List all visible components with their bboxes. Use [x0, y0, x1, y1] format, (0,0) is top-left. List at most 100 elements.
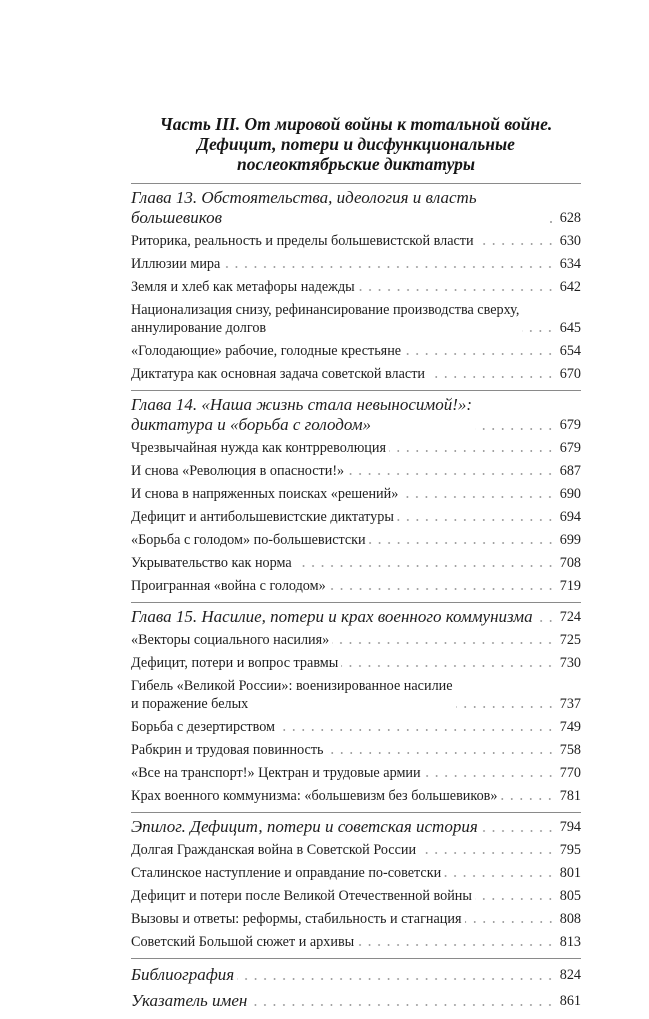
- entry-title-line: И снова в напряженных поисках «решений»: [131, 485, 399, 502]
- toc-entry[interactable]: Гибель «Великой России»: военизированное…: [131, 674, 581, 715]
- entry-title-line: Риторика, реальность и пределы большевис…: [131, 232, 474, 249]
- page-number: 630: [559, 232, 581, 249]
- entry-title: Чрезвычайная нужда как контрреволюция: [131, 439, 386, 457]
- dot-leader: [389, 448, 555, 453]
- dot-leader: [500, 796, 555, 801]
- toc-entry[interactable]: Дефицит и потери после Великой Отечестве…: [131, 884, 581, 907]
- toc-entry[interactable]: Иллюзии мира 634: [131, 252, 581, 275]
- part-title-line: послеоктябрьские диктатуры: [236, 154, 475, 174]
- dot-leader: [347, 471, 555, 476]
- toc-entry[interactable]: Долгая Гражданская война в Советской Рос…: [131, 838, 581, 861]
- entry-title: И снова «Революция в опасности!»: [131, 462, 344, 480]
- page-number: 654: [559, 342, 581, 359]
- page-number: 801: [559, 864, 581, 881]
- dot-leader: [357, 287, 555, 292]
- dot-leader: [401, 494, 555, 499]
- toc-entry[interactable]: И снова «Революция в опасности!» 687: [131, 459, 581, 482]
- page-number: 719: [559, 577, 581, 594]
- dot-leader: [535, 619, 555, 623]
- toc-entry[interactable]: Советский Большой сюжет и архивы 813: [131, 930, 581, 953]
- page-number: 795: [559, 841, 581, 858]
- page-number: 813: [559, 933, 581, 950]
- entry-title-line: Сталинское наступление и оправдание по-с…: [131, 864, 442, 881]
- entry-title-line: диктатура и «борьба с голодом»: [131, 415, 372, 434]
- chapter-heading[interactable]: Эпилог. Дефицит, потери и советская исто…: [131, 816, 581, 838]
- entry-title: Дефицит и антибольшевистские диктатуры: [131, 508, 394, 526]
- dot-leader: [423, 773, 555, 778]
- entry-title: Глава 15. Насилие, потери и крах военног…: [131, 607, 533, 627]
- toc-entry[interactable]: Укрывательство как норма 708: [131, 551, 581, 574]
- back-matter-entry[interactable]: Библиография 824: [131, 962, 581, 988]
- entry-title-line: Вызовы и ответы: реформы, стабильность и…: [131, 910, 462, 927]
- chapter-heading[interactable]: Глава 15. Насилие, потери и крах военног…: [131, 606, 581, 628]
- dot-leader: [522, 328, 555, 333]
- page-number: 737: [559, 695, 581, 712]
- entry-title: Библиография: [131, 965, 234, 985]
- entry-title-line: и поражение белых: [131, 695, 249, 712]
- table-of-contents: Часть III. От мировой войны к тотальной …: [131, 114, 581, 1019]
- toc-entry[interactable]: И снова в напряженных поисках «решений» 6…: [131, 482, 581, 505]
- page-number: 694: [559, 508, 581, 525]
- dot-leader: [545, 220, 555, 224]
- toc-entry[interactable]: «Голодающие» рабочие, голодные крестьяне…: [131, 339, 581, 362]
- dot-leader: [464, 919, 555, 924]
- entry-title-line: Советский Большой сюжет и архивы: [131, 933, 355, 950]
- page-number: 861: [559, 993, 581, 1009]
- toc-entry[interactable]: Чрезвычайная нужда как контрреволюция 679: [131, 436, 581, 459]
- page-number: 730: [559, 654, 581, 671]
- entry-title: Укрывательство как норма: [131, 554, 292, 572]
- entry-title-line: аннулирование долгов: [131, 319, 267, 336]
- page-number: 699: [559, 531, 581, 548]
- dot-leader: [419, 850, 555, 855]
- back-matter-entry[interactable]: Указатель имен 861: [131, 988, 581, 1014]
- toc-entry[interactable]: Национализация снизу, рефинансирование п…: [131, 298, 581, 339]
- toc-entry[interactable]: Риторика, реальность и пределы большевис…: [131, 229, 581, 252]
- toc-entry[interactable]: «Борьба с голодом» по-большевистски 699: [131, 528, 581, 551]
- toc-entry[interactable]: Вызовы и ответы: реформы, стабильность и…: [131, 907, 581, 930]
- chapter-heading[interactable]: Глава 14. «Наша жизнь стала невыносимой!…: [131, 394, 581, 436]
- sections: Глава 13. Обстоятельства, идеология и вл…: [131, 183, 581, 1014]
- page-number: 679: [559, 439, 581, 456]
- toc-section: Глава 15. Насилие, потери и крах военног…: [131, 602, 581, 807]
- toc-entry[interactable]: Диктатура как основная задача советской …: [131, 362, 581, 385]
- entry-title-line: «Все на транспорт!» Цектран и трудовые а…: [131, 764, 421, 781]
- entry-title-line: Дефицит, потери и вопрос травмы: [131, 654, 339, 671]
- toc-entry[interactable]: «Векторы социального насилия» 725: [131, 628, 581, 651]
- toc-back-matter: Библиография 824 Указатель имен 861: [131, 958, 581, 1014]
- page-number: 628: [559, 210, 581, 226]
- entry-title: Указатель имен: [131, 991, 247, 1011]
- entry-title: «Все на транспорт!» Цектран и трудовые а…: [131, 764, 421, 782]
- entry-title-line: Рабкрин и трудовая повинность: [131, 741, 324, 758]
- entry-title: «Векторы социального насилия»: [131, 631, 329, 649]
- toc-entry[interactable]: Крах военного коммунизма: «большевизм бе…: [131, 784, 581, 807]
- entry-title-line: Диктатура как основная задача советской …: [131, 365, 426, 382]
- entry-title-line: «Векторы социального насилия»: [131, 631, 330, 648]
- toc-entry[interactable]: Проигранная «война с голодом» 719: [131, 574, 581, 597]
- entry-title: Дефицит и потери после Великой Отечестве…: [131, 887, 472, 905]
- dot-leader: [396, 517, 555, 522]
- entry-title: Долгая Гражданская война в Советской Рос…: [131, 841, 416, 859]
- chapter-heading[interactable]: Глава 13. Обстоятельства, идеология и вл…: [131, 187, 581, 229]
- dot-leader: [444, 873, 555, 878]
- entry-title-line: Земля и хлеб как метафоры надежды: [131, 278, 355, 295]
- entry-title-line: Иллюзии мира: [131, 255, 221, 272]
- page-number: 749: [559, 718, 581, 735]
- toc-entry[interactable]: Сталинское наступление и оправдание по-с…: [131, 861, 581, 884]
- toc-entry[interactable]: Земля и хлеб как метафоры надежды 642: [131, 275, 581, 298]
- entry-title: Земля и хлеб как метафоры надежды: [131, 278, 355, 296]
- part-title-line: Часть III. От мировой войны к тотальной …: [159, 114, 553, 134]
- dot-leader: [326, 750, 555, 755]
- dot-leader: [278, 727, 555, 732]
- entry-title: Сталинское наступление и оправдание по-с…: [131, 864, 441, 882]
- entry-title-line: Борьба с дезертирством: [131, 718, 275, 735]
- dot-leader: [332, 640, 555, 645]
- toc-entry[interactable]: Дефицит и антибольшевистские диктатуры 69…: [131, 505, 581, 528]
- toc-entry[interactable]: «Все на транспорт!» Цектран и трудовые а…: [131, 761, 581, 784]
- page-number: 690: [559, 485, 581, 502]
- toc-entry[interactable]: Борьба с дезертирством 749: [131, 715, 581, 738]
- toc-entry[interactable]: Дефицит, потери и вопрос травмы 730: [131, 651, 581, 674]
- page-number: 642: [559, 278, 581, 295]
- entry-title-line: Долгая Гражданская война в Советской Рос…: [131, 841, 417, 858]
- toc-entry[interactable]: Рабкрин и трудовая повинность 758: [131, 738, 581, 761]
- entry-title-line: Крах военного коммунизма: «большевизм бе…: [131, 787, 498, 804]
